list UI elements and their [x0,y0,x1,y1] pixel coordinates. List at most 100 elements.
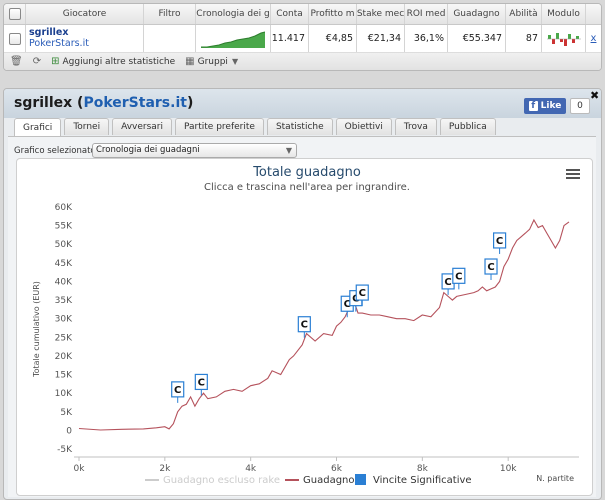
significant-win-marker[interactable]: C [355,284,369,307]
groups-button[interactable]: Gruppi [197,56,228,67]
header-form[interactable]: Modulo [542,4,586,24]
svg-text:C: C [174,385,181,396]
x-tick-label: 8k [417,464,429,474]
svg-text:C: C [198,377,205,388]
y-tick-label: 25K [55,333,73,343]
chart-legend: Guadagno escluso rake Guadagno Vincite Sig… [145,474,472,486]
tab-favorite-games[interactable]: Partite preferite [175,118,264,135]
svg-text:C: C [301,320,308,331]
series-line-guadagno[interactable] [78,218,570,431]
table-header: Giocatore Filtro Cronologia dei g Conta … [4,4,601,25]
x-axis-ticks: 0k 2k 4k 6k 8k 10k [74,457,517,474]
x-axis-label: N. partite [536,474,574,483]
chart-menu-icon[interactable] [566,169,580,179]
close-icon[interactable]: ✖ [590,89,600,102]
significant-win-marker[interactable]: C [194,373,208,396]
remove-cell: x [586,25,601,52]
y-tick-label: -5K [57,445,73,455]
legend-item[interactable]: Guadagno escluso rake [145,475,280,486]
trash-icon[interactable]: 🗑 [10,56,23,67]
table-row[interactable]: sgrillex PokerStars.it 11.417 €4,85 €21,… [4,25,601,53]
y-tick-label: 45K [55,259,73,269]
panel-player-name: sgrillex [14,95,73,111]
tab-opponents[interactable]: Avversari [112,118,173,135]
chart-title: Totale guadagno [252,165,361,180]
player-detail-panel: sgrillex (PokerStars.it) f Like 0 ✖ Graf… [3,88,602,500]
player-table: Giocatore Filtro Cronologia dei g Conta … [3,3,602,71]
legend-item[interactable]: Guadagno [285,475,355,486]
svg-text:C: C [359,288,366,299]
svg-text:C: C [344,299,351,310]
svg-text:Vincite Significative: Vincite Significative [373,475,472,486]
significant-win-marker[interactable]: C [452,267,466,290]
history-sparkline-cell [196,25,271,52]
y-tick-label: 20K [55,352,73,362]
player-cell: sgrillex PokerStars.it [26,25,144,52]
header-skill[interactable]: Abilità [506,4,542,24]
tab-statistics[interactable]: Statistiche [266,118,333,135]
y-tick-label: 50K [55,240,73,250]
header-player[interactable]: Giocatore [26,4,144,24]
chevron-down-icon: ▼ [285,146,292,155]
like-label: Like [540,101,562,111]
svg-text:Guadagno: Guadagno [303,475,355,486]
series-group [78,218,570,431]
groups-icon: ▦ [185,56,195,67]
count-cell: 11.417 [271,25,309,52]
skill-cell: 87 [506,25,542,52]
header-gain[interactable]: Guadagno [448,4,506,24]
svg-text:C: C [487,262,494,273]
y-axis-ticks: -5K 0 5K 10K 15K 20K 25K 30K 35K 40K 45K 50K 55K 60K [55,203,73,455]
facebook-like-button[interactable]: f Like [524,98,566,114]
header-filter[interactable]: Filtro [144,4,196,24]
header-avg-roi[interactable]: ROI med [405,4,448,24]
avg-roi-cell: 36,1% [405,25,448,52]
groups-dropdown-icon[interactable]: ▼ [231,57,239,66]
header-count[interactable]: Conta [271,4,309,24]
legend-item[interactable]: Vincite Significative [355,474,472,486]
significant-wins-markers: CCCCCCCCCC [171,232,507,403]
remove-row-link[interactable]: x [590,33,597,44]
chart-container[interactable]: Totale guadagno Clicca e trascina nell'a… [16,158,593,496]
gain-cell: €55.347 [448,25,506,52]
svg-text:Guadagno escluso rake: Guadagno escluso rake [163,475,280,486]
avg-profit-cell: €4,85 [309,25,357,52]
avg-stake-cell: €21,34 [357,25,405,52]
history-sparkline [201,31,265,48]
refresh-icon[interactable]: ⟳ [32,56,42,67]
significant-win-marker[interactable]: C [297,316,311,338]
tab-publish[interactable]: Pubblica [439,118,496,135]
chart-selector[interactable]: Cronologia dei guadagni ▼ [92,143,297,158]
x-tick-label: 10k [500,464,517,474]
player-site-link[interactable]: PokerStars.it [29,38,89,49]
significant-win-marker[interactable]: C [493,232,507,254]
header-history[interactable]: Cronologia dei g [196,4,271,24]
y-tick-label: 60K [55,203,73,213]
x-tick-label: 2k [159,464,171,474]
x-tick-label: 0k [74,464,86,474]
x-tick-label: 4k [245,464,257,474]
y-axis-label: Totale cumulativo (EUR) [32,281,41,378]
y-tick-label: 35K [55,296,73,306]
y-tick-label: 40K [55,277,73,287]
tab-goals[interactable]: Obiettivi [335,118,392,135]
chart-selector-value: Cronologia dei guadagni [96,145,200,155]
panel-site-link[interactable]: PokerStars.it [83,95,187,111]
gain-chart[interactable]: Totale guadagno Clicca e trascina nell'a… [17,159,592,495]
row-checkbox[interactable] [8,32,21,45]
select-all-checkbox[interactable] [8,8,21,20]
significant-win-marker[interactable]: C [484,258,498,281]
tab-tournaments[interactable]: Tornei [64,118,110,135]
header-avg-profit[interactable]: Profitto m [309,4,357,24]
significant-win-marker[interactable]: C [171,381,185,403]
player-name-link[interactable]: sgrillex [29,27,69,38]
like-count: 0 [570,98,590,114]
chart-subtitle: Clicca e trascina nell'area per ingrandi… [204,182,410,193]
tab-find[interactable]: Trova [394,118,437,135]
add-icon: ⊞ [51,56,60,67]
header-avg-stake[interactable]: Stake mec [357,4,405,24]
tab-charts[interactable]: Grafici [14,118,62,136]
y-tick-label: 10K [55,389,73,399]
add-stats-button[interactable]: Aggiungi altre statistiche [62,56,176,67]
x-tick-label: 6k [331,464,343,474]
